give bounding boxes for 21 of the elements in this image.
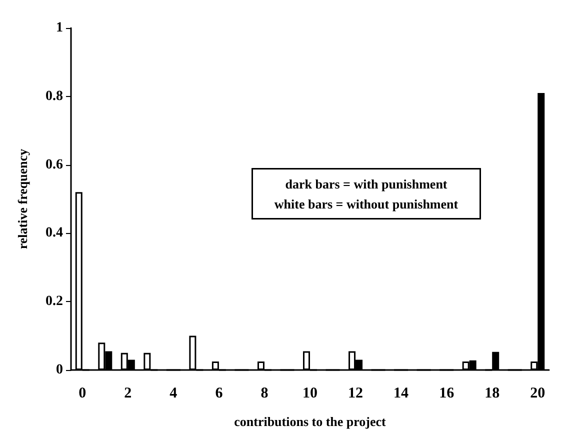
x-tick-label: 6: [215, 386, 224, 402]
x-tick-label: 2: [124, 386, 132, 402]
y-axis-title: relative frequency: [15, 148, 30, 250]
y-tick-label: 1: [56, 20, 63, 36]
x-tick-label: 12: [348, 386, 364, 402]
x-tick-label: 16: [439, 386, 455, 402]
x-tick-label: 14: [394, 386, 410, 402]
y-tick-label: 0.4: [46, 226, 63, 241]
y-tick-label: 0.8: [46, 88, 63, 104]
x-tick-label: 10: [302, 386, 318, 402]
y-tick-label: 0.6: [46, 157, 63, 172]
annotation: white bars = without punishment: [274, 196, 459, 212]
y-tick-label: 0.2: [46, 294, 63, 310]
annotation: dark bars = with punishment: [285, 176, 448, 192]
x-tick-label: 20: [530, 386, 546, 402]
y-tick-label: 0: [56, 362, 63, 378]
x-axis-title: contributions to the project: [234, 414, 387, 429]
x-tick-label: 0: [78, 386, 86, 402]
x-tick-label: 4: [170, 386, 178, 402]
x-tick-label: 8: [260, 386, 268, 402]
x-tick-label: 18: [484, 386, 500, 402]
